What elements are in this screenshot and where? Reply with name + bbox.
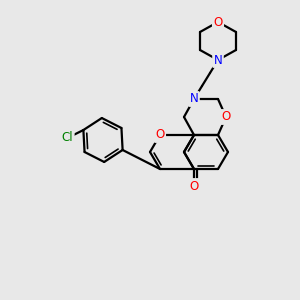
Text: N: N bbox=[214, 53, 222, 67]
Text: O: O bbox=[213, 16, 223, 28]
Text: O: O bbox=[221, 110, 231, 124]
Text: O: O bbox=[155, 128, 165, 142]
Text: Cl: Cl bbox=[61, 130, 73, 143]
Text: N: N bbox=[190, 92, 198, 106]
Text: O: O bbox=[189, 179, 199, 193]
